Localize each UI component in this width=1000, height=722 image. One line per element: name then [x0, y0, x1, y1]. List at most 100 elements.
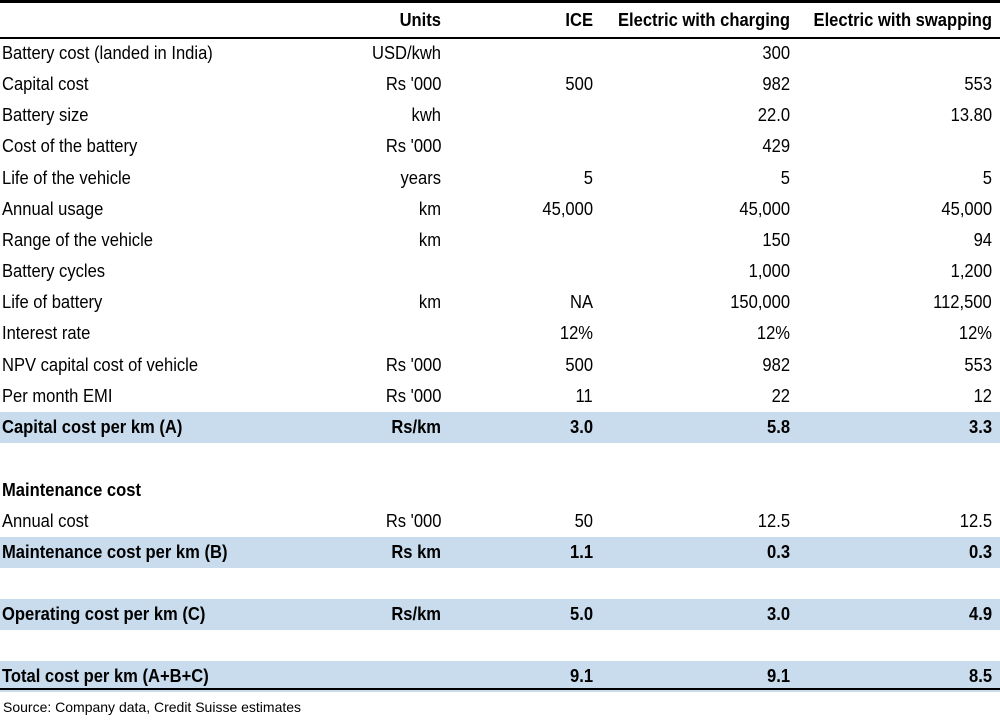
- source-note: Source: Company data, Credit Suisse esti…: [3, 699, 302, 715]
- row-ice-value: 50: [574, 511, 593, 531]
- header-electric-swapping: Electric with swapping: [813, 10, 992, 30]
- row-ice-value: 12%: [559, 323, 593, 343]
- row-swapping-value: 8.5: [968, 666, 992, 686]
- row-label: Life of battery: [2, 292, 103, 312]
- row-swapping-value: 0.3: [968, 542, 992, 562]
- bottom-rule: [0, 688, 1000, 690]
- row-units: km: [418, 230, 441, 250]
- row-charging-value: 150: [762, 230, 790, 250]
- table-row: Annual usage km 45,000 45,000 45,000: [0, 194, 1000, 225]
- table-row: NPV capital cost of vehicle Rs '000 500 …: [0, 350, 1000, 381]
- row-label: Battery size: [2, 105, 89, 125]
- row-label: Battery cycles: [2, 261, 106, 281]
- row-charging-value: 5.8: [766, 417, 790, 437]
- row-label: Interest rate: [2, 323, 91, 343]
- row-ice-value: 3.0: [569, 417, 593, 437]
- row-ice-value: 9.1: [569, 666, 593, 686]
- row-swapping-value: 1,200: [950, 261, 992, 281]
- table-row: Life of the vehicle years 5 5 5: [0, 163, 1000, 194]
- row-swapping-value: 13.80: [950, 105, 992, 125]
- table-row: Capital cost Rs '000 500 982 553: [0, 69, 1000, 100]
- row-ice-value: 45,000: [542, 199, 593, 219]
- row-units: Rs km: [391, 542, 441, 562]
- row-swapping-value: 4.9: [968, 604, 992, 624]
- subtotal-row-maintenance: Maintenance cost per km (B) Rs km 1.1 0.…: [0, 537, 1000, 568]
- row-charging-value: 12.5: [757, 511, 790, 531]
- section-heading-maintenance: Maintenance cost: [0, 475, 1000, 506]
- header-units: Units: [399, 10, 441, 30]
- row-label: NPV capital cost of vehicle: [2, 355, 199, 375]
- row-units: years: [400, 168, 441, 188]
- header-rule: [0, 37, 1000, 39]
- table-row: Per month EMI Rs '000 11 22 12: [0, 381, 1000, 412]
- row-label: Maintenance cost per km (B): [2, 542, 228, 562]
- row-units: Rs/km: [391, 604, 441, 624]
- row-units: Rs/km: [391, 417, 441, 437]
- row-label: Operating cost per km (C): [2, 604, 206, 624]
- row-charging-value: 45,000: [739, 199, 790, 219]
- row-label: Total cost per km (A+B+C): [2, 666, 209, 686]
- row-units: USD/kwh: [371, 43, 441, 63]
- row-units: Rs '000: [385, 74, 441, 94]
- row-ice-value: 11: [575, 386, 593, 406]
- table-row: Cost of the battery Rs '000 429: [0, 131, 1000, 162]
- row-ice-value: 500: [565, 74, 593, 94]
- row-label: Range of the vehicle: [2, 230, 153, 250]
- row-label: Annual cost: [2, 511, 89, 531]
- row-charging-value: 982: [762, 74, 790, 94]
- table-row: Annual cost Rs '000 50 12.5 12.5: [0, 506, 1000, 537]
- table-row: Range of the vehicle km 150 94: [0, 225, 1000, 256]
- row-ice-value: 500: [565, 355, 593, 375]
- row-label: Annual usage: [2, 199, 104, 219]
- row-swapping-value: 12: [973, 386, 992, 406]
- row-units: km: [418, 292, 441, 312]
- row-charging-value: 5: [780, 168, 790, 188]
- row-charging-value: 300: [762, 43, 790, 63]
- row-swapping-value: 12.5: [959, 511, 992, 531]
- row-swapping-value: 553: [964, 355, 992, 375]
- table-row: Interest rate 12% 12% 12%: [0, 318, 1000, 349]
- row-swapping-value: 553: [964, 74, 992, 94]
- row-swapping-value: 45,000: [941, 199, 992, 219]
- row-swapping-value: 12%: [958, 323, 992, 343]
- row-label: Cost of the battery: [2, 136, 138, 156]
- row-charging-value: 22: [771, 386, 790, 406]
- row-charging-value: 429: [762, 136, 790, 156]
- row-swapping-value: 5: [982, 168, 992, 188]
- row-label: Battery cost (landed in India): [2, 43, 213, 63]
- row-label: Capital cost: [2, 74, 89, 94]
- row-ice-value: 5.0: [569, 604, 593, 624]
- header-electric-charging: Electric with charging: [617, 10, 790, 30]
- header-ice: ICE: [565, 10, 593, 30]
- subtotal-row-operating: Operating cost per km (C) Rs/km 5.0 3.0 …: [0, 599, 1000, 630]
- row-charging-value: 1,000: [748, 261, 790, 281]
- row-ice-value: NA: [569, 292, 593, 312]
- row-charging-value: 3.0: [766, 604, 790, 624]
- row-units: km: [418, 199, 441, 219]
- top-rule: [0, 0, 1000, 3]
- table-row: Battery cost (landed in India) USD/kwh 3…: [0, 38, 1000, 69]
- header-row: Units ICE Electric with charging Electri…: [0, 5, 1000, 36]
- row-charging-value: 150,000: [730, 292, 790, 312]
- row-ice-value: 5: [583, 168, 593, 188]
- row-units: kwh: [411, 105, 441, 125]
- row-charging-value: 0.3: [766, 542, 790, 562]
- row-label: Capital cost per km (A): [2, 417, 183, 437]
- total-row: Total cost per km (A+B+C) 9.1 9.1 8.5: [0, 661, 1000, 692]
- row-label: Life of the vehicle: [2, 168, 131, 188]
- row-swapping-value: 3.3: [968, 417, 992, 437]
- table-row: Life of battery km NA 150,000 112,500: [0, 287, 1000, 318]
- row-units: Rs '000: [385, 386, 441, 406]
- row-charging-value: 9.1: [766, 666, 790, 686]
- row-units: Rs '000: [385, 511, 441, 531]
- row-units: Rs '000: [385, 136, 441, 156]
- row-ice-value: 1.1: [569, 542, 593, 562]
- row-charging-value: 12%: [756, 323, 790, 343]
- section-title: Maintenance cost: [2, 480, 141, 500]
- row-charging-value: 982: [762, 355, 790, 375]
- subtotal-row-capital: Capital cost per km (A) Rs/km 3.0 5.8 3.…: [0, 412, 1000, 443]
- table-row: Battery cycles 1,000 1,200: [0, 256, 1000, 287]
- table-row: Battery size kwh 22.0 13.80: [0, 100, 1000, 131]
- row-swapping-value: 94: [973, 230, 992, 250]
- row-swapping-value: 112,500: [933, 292, 992, 312]
